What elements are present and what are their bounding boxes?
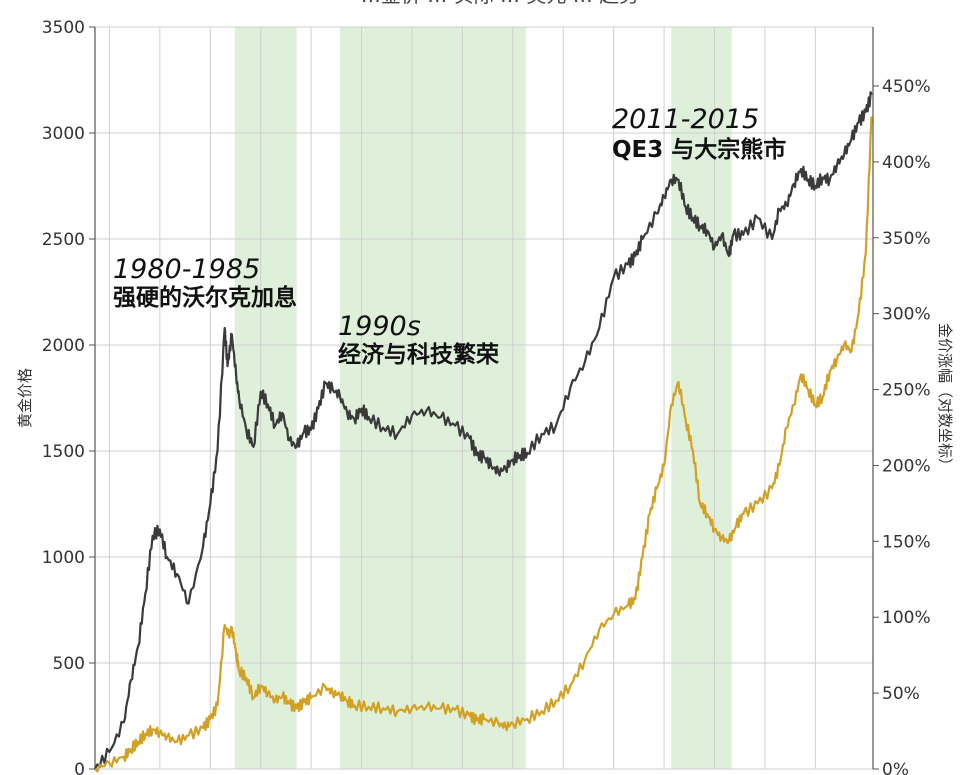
axes: 0 500 1000 1500 2000 2500 3000 3500 0% 50% 100% 150…	[16, 18, 954, 775]
left-tick-label: 1000	[42, 548, 85, 568]
right-tick-label: 150%	[882, 532, 931, 552]
right-tick-label: 250%	[882, 381, 931, 401]
right-tick-label: 400%	[882, 153, 931, 173]
left-tick-label: 3000	[42, 124, 85, 144]
right-axis-title: 金价涨幅（对数坐标）	[936, 323, 954, 473]
left-tick-label: 2500	[42, 230, 85, 250]
right-tick-label: 350%	[882, 229, 931, 249]
series-line-1	[94, 116, 873, 773]
chart-title: …金价 … 实际 … 美元 … 趋势	[361, 0, 639, 7]
series-lines	[94, 91, 873, 773]
shaded-periods	[234, 27, 732, 769]
left-axis-title: 黄金价格	[16, 368, 34, 428]
right-tick-label: 200%	[882, 456, 931, 476]
right-tick-label: 100%	[882, 608, 931, 628]
series-line-0	[94, 91, 873, 770]
right-tick-label: 450%	[882, 77, 931, 97]
right-tick-label: 300%	[882, 305, 931, 325]
annotation-description: 强硬的沃尔克加息	[113, 284, 297, 311]
left-tick-label: 2000	[42, 336, 85, 356]
annotation-period: 1990s	[338, 311, 421, 342]
annotation-period: 1980-1985	[113, 254, 260, 285]
shaded-period-1	[339, 27, 526, 769]
left-tick-label: 500	[53, 654, 85, 674]
annotation-period: 2011-2015	[612, 104, 759, 135]
left-tick-label: 0	[74, 760, 85, 775]
annotation-description: 经济与科技繁荣	[338, 341, 499, 368]
annotation-description: QE3 与大宗熊市	[612, 136, 786, 163]
right-tick-label: 50%	[882, 684, 920, 704]
left-tick-label: 1500	[42, 442, 85, 462]
right-tick-label: 0%	[882, 760, 909, 775]
left-tick-label: 3500	[42, 18, 85, 38]
